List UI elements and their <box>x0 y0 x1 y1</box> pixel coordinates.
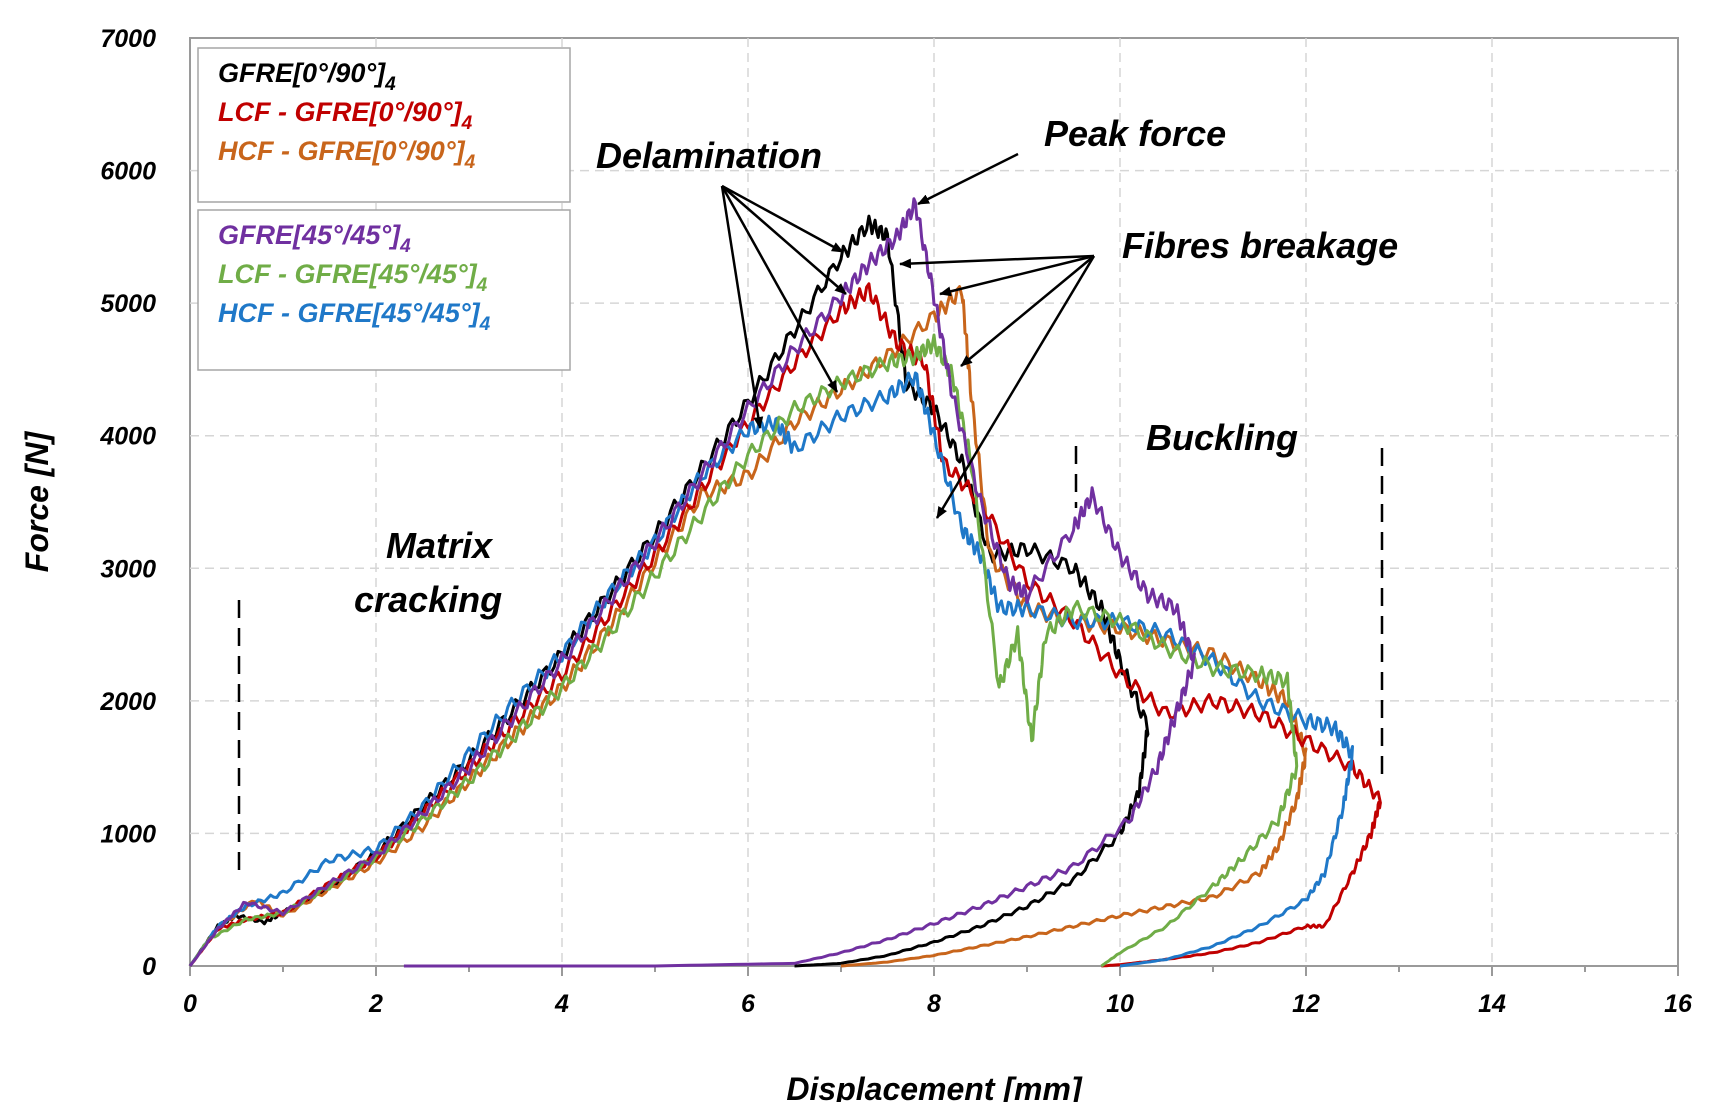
legend-box-45-45 <box>197 209 571 371</box>
annotation-arrows <box>720 152 1096 519</box>
peak-force-arrow <box>917 152 1019 206</box>
y-tick-label: 2000 <box>99 688 156 716</box>
x-tick-label: 8 <box>927 990 941 1018</box>
series-line-3 <box>188 197 1196 968</box>
y-tick-label: 0 <box>142 953 156 981</box>
legend-entry-0: GFRE[0°/90°]4 <box>218 58 396 95</box>
legend-entry-3: GFRE[45°/45°]4 <box>218 220 411 257</box>
x-tick-label: 14 <box>1478 990 1506 1018</box>
x-tick-label: 10 <box>1106 990 1134 1018</box>
fibres-breakage-arrow-1 <box>899 254 1095 269</box>
x-tick-label: 2 <box>368 990 383 1018</box>
annotation-cracking: cracking <box>354 579 502 620</box>
series-line-4 <box>188 333 1299 968</box>
legend-entry-1: LCF - GFRE[0°/90°]4 <box>218 97 473 134</box>
fibres-breakage-arrow-2 <box>939 254 1095 297</box>
y-tick-label: 3000 <box>100 555 156 583</box>
y-tick-label: 4000 <box>99 423 156 451</box>
y-axis-title: Force [N] <box>19 430 55 572</box>
delamination-arrow-3 <box>720 185 839 393</box>
x-tick-label: 16 <box>1664 990 1693 1018</box>
annotation-delamination: Delamination <box>596 135 822 176</box>
annotation-peak-force: Peak force <box>1044 113 1226 154</box>
delamination-arrow-1 <box>721 184 844 254</box>
legend-box-0-90 <box>197 47 571 203</box>
legend-entry-4: LCF - GFRE[45°/45°]4 <box>218 259 488 296</box>
axis-ticks: 0 2 4 6 8 10 12 14 16 0 1000 2000 3000 4000 5000 6000 70… <box>99 25 1693 1018</box>
x-tick-label: 4 <box>554 990 569 1018</box>
annotation-matrix: Matrix <box>386 525 494 566</box>
delamination-arrow-2 <box>721 185 847 295</box>
y-tick-label: 5000 <box>100 290 156 318</box>
series-lines <box>188 197 1382 968</box>
legend-entry-5: HCF - GFRE[45°/45°]4 <box>218 298 491 335</box>
x-tick-label: 6 <box>741 990 756 1018</box>
fibres-breakage-arrow-3 <box>960 255 1095 367</box>
legend-entry-2: HCF - GFRE[0°/90°]4 <box>218 136 476 173</box>
fibres-breakage-arrow-4 <box>935 255 1096 519</box>
annotation-fibres-breakage: Fibres breakage <box>1122 225 1398 266</box>
y-tick-label: 7000 <box>100 25 156 53</box>
series-line-5 <box>188 371 1354 968</box>
y-tick-label: 6000 <box>100 158 156 186</box>
x-tick-label: 12 <box>1292 990 1320 1018</box>
x-axis-title: Displacement [mm] <box>786 1071 1083 1102</box>
y-tick-label: 1000 <box>100 820 156 848</box>
delamination-arrow-4 <box>720 185 764 429</box>
series-line-2 <box>188 285 1308 968</box>
x-tick-label: 0 <box>183 990 197 1018</box>
annotation-buckling: Buckling <box>1146 417 1298 458</box>
